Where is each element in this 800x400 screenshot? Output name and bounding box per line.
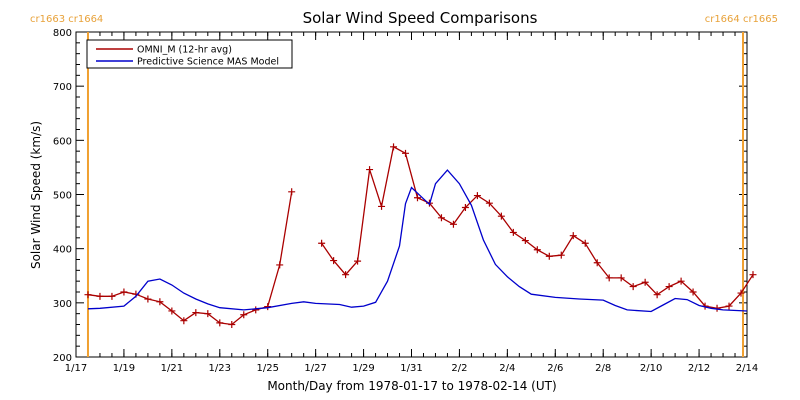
omni-data-point — [617, 274, 625, 282]
omni-data-point — [228, 321, 236, 328]
omni-data-point — [521, 237, 529, 245]
y-tick-label: 300 — [53, 299, 72, 310]
omni-data-point — [366, 166, 374, 174]
omni-data-point — [318, 239, 326, 247]
omni-data-point — [378, 202, 386, 210]
omni-data-point — [605, 274, 613, 282]
omni-data-point — [413, 194, 421, 202]
omni-data-point — [240, 311, 248, 319]
omni-data-point — [96, 292, 104, 300]
omni-data-point — [485, 199, 493, 207]
omni-data-point — [545, 252, 553, 260]
x-tick-label: 1/31 — [400, 363, 422, 374]
x-tick-label: 2/12 — [688, 363, 710, 374]
omni-data-point — [677, 277, 685, 285]
legend-entry: OMNI_M (12-hr avg) — [137, 45, 232, 56]
x-tick-label: 1/25 — [256, 363, 278, 374]
x-tick-label: 2/14 — [736, 363, 758, 374]
omni-data-point — [689, 288, 697, 296]
omni-data-point — [168, 307, 176, 315]
omni-data-point — [288, 188, 296, 196]
x-tick-label: 2/4 — [499, 363, 515, 374]
y-tick-label: 800 — [53, 28, 72, 39]
omni-data-point — [437, 214, 445, 222]
omni-data-point — [581, 239, 589, 247]
x-tick-label: 2/6 — [547, 363, 563, 374]
omni-data-point — [252, 306, 260, 314]
y-tick-label: 500 — [53, 191, 72, 202]
x-tick-label: 1/17 — [65, 363, 87, 374]
y-tick-label: 400 — [53, 245, 72, 256]
x-tick-label: 2/8 — [595, 363, 611, 374]
omni-data-point — [533, 246, 541, 254]
omni-data-point — [144, 295, 152, 303]
x-tick-label: 1/21 — [161, 363, 183, 374]
omni-data-point — [749, 271, 757, 279]
omni-data-point — [593, 259, 601, 267]
omni-data-point — [84, 291, 92, 299]
omni-series-line — [87, 191, 293, 326]
y-tick-label: 700 — [53, 82, 72, 93]
omni-data-point — [473, 192, 481, 200]
omni-data-point — [725, 302, 733, 310]
x-tick-label: 2/10 — [640, 363, 662, 374]
chart-title: Solar Wind Speed Comparisons — [303, 9, 538, 27]
omni-data-point — [461, 204, 469, 211]
omni-data-point — [330, 257, 338, 265]
omni-data-point — [497, 212, 505, 220]
carrington-marker-label: cr1664 cr1665 — [705, 14, 778, 25]
omni-data-point — [402, 149, 410, 157]
x-axis-label: Month/Day from 1978-01-17 to 1978-02-14 … — [267, 379, 556, 393]
mas-model-line — [87, 169, 748, 313]
y-tick-label: 200 — [53, 353, 72, 364]
omni-data-point — [641, 278, 649, 286]
legend-box — [86, 39, 293, 69]
omni-data-point — [276, 261, 284, 269]
y-axis-label: Solar Wind Speed (km/s) — [29, 121, 43, 269]
plot-area: 200 300 400 500 600 700 800 1/17 1/19 1/21 1/23 1/2… — [30, 14, 778, 374]
omni-data-point — [180, 317, 188, 325]
legend-entry: Predictive Science MAS Model — [137, 57, 279, 68]
omni-data-point — [216, 319, 224, 327]
legend: OMNI_M (12-hr avg)Predictive Science MAS… — [86, 39, 293, 69]
x-tick-label: 1/19 — [113, 363, 135, 374]
omni-data-point — [156, 298, 164, 306]
x-tick-label: 1/23 — [209, 363, 231, 374]
omni-data-point — [108, 292, 116, 300]
x-tick-label: 1/29 — [352, 363, 374, 374]
omni-data-point — [653, 291, 661, 299]
omni-data-point — [192, 309, 200, 317]
y-tick-label: 600 — [53, 136, 72, 147]
omni-data-point — [665, 283, 673, 291]
omni-data-point — [569, 232, 577, 240]
x-tick-label: 2/2 — [451, 363, 467, 374]
plot-frame — [75, 31, 748, 358]
omni-data-point — [629, 283, 637, 291]
omni-data-point — [204, 310, 212, 318]
omni-data-point — [354, 257, 362, 265]
omni-data-point — [120, 288, 128, 296]
carrington-marker-label: cr1663 cr1664 — [30, 14, 103, 25]
omni-data-point — [390, 143, 398, 151]
omni-data-point — [737, 289, 745, 297]
omni-data-point — [342, 271, 350, 279]
x-tick-label: 1/27 — [304, 363, 326, 374]
omni-data-point — [509, 228, 517, 236]
omni-data-point — [449, 220, 457, 228]
omni-data-point — [557, 251, 565, 259]
